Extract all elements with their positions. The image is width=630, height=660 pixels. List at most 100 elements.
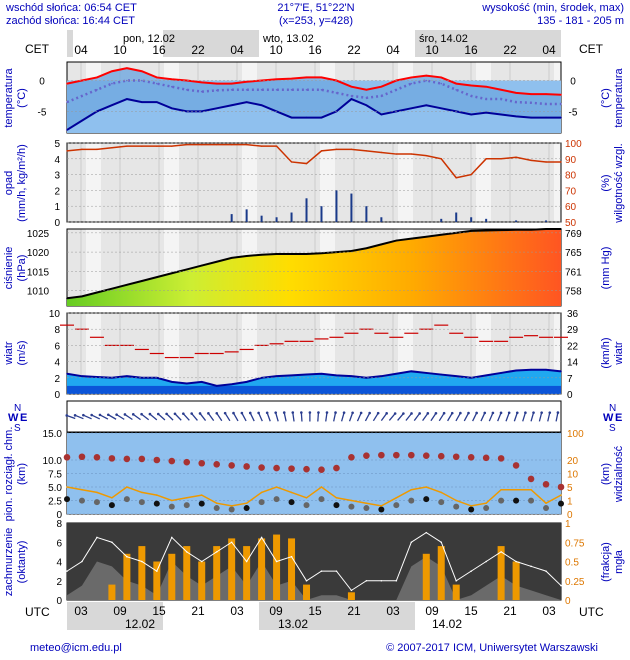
pressure-point [305,253,308,255]
temp-mean-point [530,101,532,104]
compass-letter: E [20,412,27,424]
wind-speed-point [440,373,443,376]
low-cloud-dot [348,503,355,510]
visibility-point [290,491,293,494]
total-cloud-point [230,541,233,544]
temp-max-point [500,88,502,91]
cloud-depth-dot [78,453,86,461]
total-cloud-point [530,565,532,568]
visibility-point [530,488,532,491]
cloud-depth-dot [93,454,101,461]
wind-arrow [333,412,337,422]
total-cloud-point [365,579,368,582]
wind-arrow-head [548,411,552,414]
temp-max-point [305,76,308,79]
footer-email[interactable]: meteo@icm.edu.pl [30,642,122,654]
humidity-point [245,143,248,146]
visibility-point [185,497,188,499]
temp-mean-point [141,79,143,82]
precip-tick: 4 [54,155,60,166]
low-cloud-dot [543,505,550,512]
wind-arrow [555,412,559,422]
wind-arrow-head [556,411,560,414]
date-label-2: 13.02 [278,617,308,631]
bottom-hour-label: 21 [347,604,361,618]
wind-arrow [199,413,207,421]
humidity-tick: 100 [565,139,582,150]
wind-speed-point [500,372,502,374]
visibility-point [410,488,413,491]
low-cloud-dot [273,496,280,503]
humidity-point [305,162,308,165]
fog-bar [168,553,176,600]
top-hour-label: 16 [152,43,166,57]
top-hour-label: 16 [464,43,478,57]
temp-max-point [215,82,218,85]
wind-arrow-head [499,411,503,415]
wind-arrow-head [507,411,511,415]
wind-tick: 2 [54,374,60,385]
temp-mean-point [245,88,248,91]
visibility-point [81,488,83,491]
temp-mean-point [395,88,398,91]
wind-arrow-head [156,412,160,416]
day-band [242,143,257,222]
wind-arrow [224,412,231,422]
temp-tick-left: -5 [38,107,47,118]
wind-arrow [488,412,494,422]
bottom-hour-label: 15 [152,604,166,618]
visibility-point [515,488,517,491]
coords-text: 21°7'E, 51°22'N [277,2,354,14]
fog-bar [258,538,266,600]
wind-arrow [317,412,320,422]
bottom-hour-label: 03 [386,604,400,618]
humidity-tick: 50 [565,218,577,229]
total-cloud-point [470,570,472,572]
temp-max-point [440,76,443,79]
wind-speed-point [560,370,562,373]
cloud-tick: 0 [56,596,62,607]
total-cloud-point [440,541,443,544]
day-label-2: wto, 13.02 [262,33,314,45]
temp-min-point [500,113,502,116]
cloud-depth-dot [303,465,310,473]
pressure-point [290,253,293,255]
visibility-tick: 100 [567,429,584,440]
cloud-depth-tick: 15.0 [43,429,63,440]
wind-speed-point [260,377,263,379]
total-cloud-point [170,536,173,539]
low-cloud-area [67,556,561,600]
low-cloud-dot [258,499,265,506]
humidity-y2label-unit: (%) [600,174,612,191]
humidity-point [335,148,338,151]
temp-mean-point [455,88,458,91]
day-label-3: śro, 14.02 [419,33,468,45]
wind-arrow [380,412,388,422]
temp-min-point [320,116,323,119]
wind-arrow [275,412,279,422]
top-hour-label: 04 [230,43,244,57]
low-cloud-dot [528,497,535,504]
day-band [398,143,413,222]
pressure-point [545,228,547,230]
elevation-label: wysokość (min, środek, max) [481,2,624,14]
temp-mean-point [380,95,383,97]
temp-min-point [380,113,383,116]
humidity-point [290,161,293,163]
visibility-point [66,486,68,488]
pressure-point [470,230,472,232]
pressure-panel: 1010 758 1015 761 1020 765 1025 769 ciśnienie (hP… [3,228,612,307]
wind-arrow [530,412,535,422]
fog-bar [153,561,161,600]
low-cloud-dot [213,505,220,512]
wind-low-band [67,385,561,394]
temp-min-point [365,104,368,107]
wind-speed-point [335,374,338,377]
bottom-axis: UTC UTC 12.02 13.02 14.02 03 09 15 21 03 09 15… [25,602,604,631]
pressure-tick: 1020 [27,248,50,259]
cloud-tick: 8 [56,519,62,530]
cloud-depth-dot [228,462,235,469]
wind-arrow [99,414,109,420]
pressure-point [410,237,413,240]
cloud-depth-dot [378,451,385,459]
